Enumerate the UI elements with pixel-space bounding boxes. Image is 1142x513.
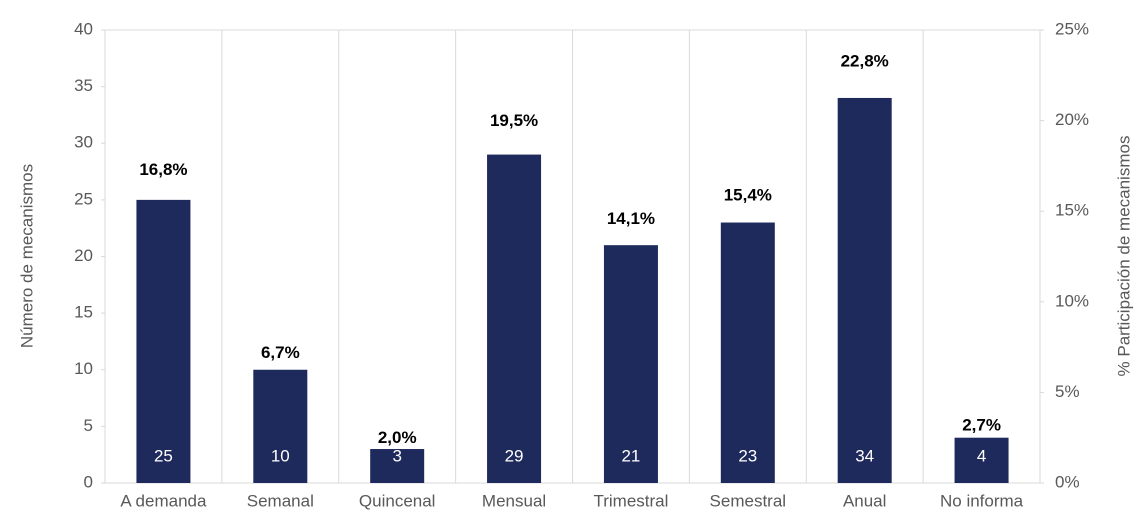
y-tick-label: 30 bbox=[74, 133, 93, 152]
x-tick-label: A demanda bbox=[120, 491, 207, 510]
x-tick-label: Trimestral bbox=[593, 491, 668, 510]
x-tick-label: Quincenal bbox=[359, 491, 436, 510]
bar bbox=[487, 154, 542, 483]
y-tick-label: 10 bbox=[74, 359, 93, 378]
y2-tick-label: 10% bbox=[1055, 291, 1089, 310]
x-tick-label: Anual bbox=[843, 491, 886, 510]
bar bbox=[837, 97, 892, 483]
bar-value-label: 3 bbox=[392, 446, 401, 465]
y2-tick-label: 25% bbox=[1055, 19, 1089, 38]
y-tick-label: 35 bbox=[74, 76, 93, 95]
share-label: 2,7% bbox=[962, 416, 1001, 435]
bar bbox=[136, 199, 191, 483]
y-axis-title: Número de mecanismos bbox=[17, 164, 36, 348]
y-tick-label: 25 bbox=[74, 189, 93, 208]
y2-axis-title: % Participación de mecanismos bbox=[1114, 136, 1133, 377]
y-tick-label: 15 bbox=[74, 303, 93, 322]
bar bbox=[253, 369, 308, 483]
bar-value-label: 25 bbox=[154, 446, 173, 465]
x-tick-label: Semanal bbox=[247, 491, 314, 510]
share-label: 14,1% bbox=[607, 209, 655, 228]
share-label: 15,4% bbox=[724, 185, 772, 204]
bar-value-label: 23 bbox=[738, 446, 757, 465]
bar bbox=[954, 437, 1009, 483]
y-tick-label: 5 bbox=[84, 416, 93, 435]
bar bbox=[603, 245, 658, 483]
bar bbox=[720, 222, 775, 483]
y2-tick-label: 20% bbox=[1055, 110, 1089, 129]
share-label: 19,5% bbox=[490, 111, 538, 130]
share-label: 2,0% bbox=[378, 428, 417, 447]
y2-tick-label: 0% bbox=[1055, 472, 1080, 491]
y2-tick-label: 5% bbox=[1055, 382, 1080, 401]
bar-value-label: 10 bbox=[271, 446, 290, 465]
y-tick-label: 0 bbox=[84, 472, 93, 491]
y2-tick-label: 15% bbox=[1055, 201, 1089, 220]
bar-value-label: 4 bbox=[977, 446, 986, 465]
share-label: 22,8% bbox=[841, 51, 889, 70]
x-tick-label: Mensual bbox=[482, 491, 546, 510]
x-tick-label: Semestral bbox=[710, 491, 787, 510]
bar-value-label: 34 bbox=[855, 446, 874, 465]
x-tick-label: No informa bbox=[940, 491, 1024, 510]
share-label: 6,7% bbox=[261, 343, 300, 362]
share-label: 16,8% bbox=[139, 160, 187, 179]
y-tick-label: 20 bbox=[74, 246, 93, 265]
bar-value-label: 21 bbox=[621, 446, 640, 465]
y-tick-label: 40 bbox=[74, 19, 93, 38]
bar-value-label: 29 bbox=[505, 446, 524, 465]
bar bbox=[370, 449, 425, 483]
